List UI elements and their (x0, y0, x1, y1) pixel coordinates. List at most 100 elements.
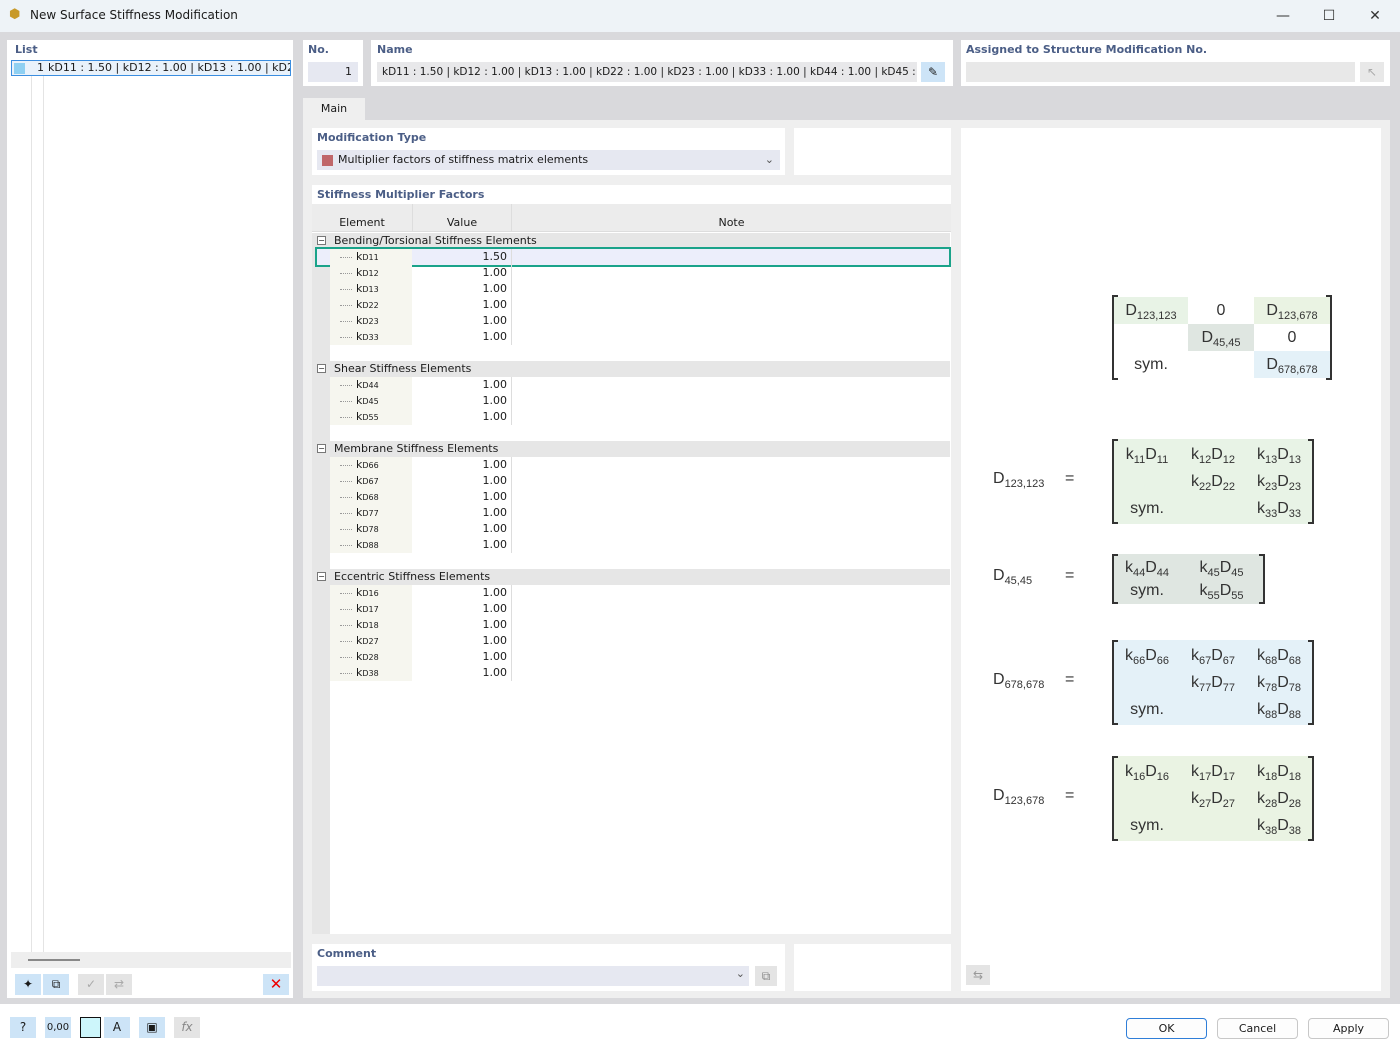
maximize-button[interactable]: ☐ (1322, 8, 1336, 24)
matrix-cell: k28D28 (1246, 785, 1312, 812)
submatrix: k44D44 k45D45 sym. k55D55 (1112, 554, 1265, 604)
minimize-button[interactable]: — (1276, 8, 1290, 24)
ok-button[interactable]: OK (1126, 1018, 1207, 1039)
element-value[interactable]: 1.00 (412, 633, 512, 649)
collapse-icon[interactable]: − (317, 364, 326, 373)
table-row[interactable]: kD77 1.00 (330, 505, 950, 521)
no-field[interactable]: 1 (308, 62, 358, 82)
copy-item-icon[interactable]: ⧉ (43, 974, 69, 995)
table-row[interactable]: kD38 1.00 (330, 665, 950, 681)
element-value[interactable]: 1.00 (412, 313, 512, 329)
element-value[interactable]: 1.00 (412, 537, 512, 553)
table-row[interactable]: kD12 1.00 (330, 265, 950, 281)
element-value[interactable]: 1.00 (412, 601, 512, 617)
assigned-field[interactable] (966, 62, 1355, 82)
cancel-button[interactable]: Cancel (1217, 1018, 1298, 1039)
selected-table-row[interactable]: kD11 1.50 (315, 247, 951, 267)
group-header[interactable]: − Bending/Torsional Stiffness Elements (312, 233, 950, 249)
check-icon[interactable]: ✓ (78, 974, 104, 995)
matrix-cell: sym. (1114, 812, 1180, 839)
horizontal-scrollbar[interactable] (11, 952, 291, 968)
table-row[interactable]: kD13 1.00 (330, 281, 950, 297)
factors-tree: − Bending/Torsional Stiffness Elements kD1… (312, 233, 951, 933)
formula-icon[interactable]: fx (174, 1017, 200, 1038)
close-button[interactable]: ✕ (1369, 8, 1381, 24)
element-name: kD44 (330, 377, 412, 393)
element-value[interactable]: 1.00 (412, 665, 512, 681)
collapse-icon[interactable]: − (317, 444, 326, 453)
factors-label: Stiffness Multiplier Factors (317, 188, 485, 201)
list-panel: List 1 kD11 : 1.50 | kD12 : 1.00 | kD13 … (7, 40, 293, 998)
tab-main[interactable]: Main (303, 98, 365, 120)
table-row[interactable]: kD17 1.00 (330, 601, 950, 617)
element-name: kD38 (330, 665, 412, 681)
element-name: kD18 (330, 617, 412, 633)
group-header[interactable]: − Eccentric Stiffness Elements (312, 569, 950, 585)
units-icon[interactable]: 0,00 (45, 1017, 71, 1038)
table-row[interactable]: kD55 1.00 (330, 409, 950, 425)
swap-image-icon[interactable]: ⇆ (966, 965, 990, 985)
table-row[interactable]: kD16 1.00 (330, 585, 950, 601)
apply-button[interactable]: Apply (1308, 1018, 1389, 1039)
element-value[interactable]: 1.00 (412, 409, 512, 425)
name-field[interactable]: kD11 : 1.50 | kD12 : 1.00 | kD13 : 1.00 … (377, 62, 917, 82)
table-row[interactable]: kD45 1.00 (330, 393, 950, 409)
stiffness-matrix-diagram: ⇆ D123,123 0 D123,678 D45,45 0 sym. D678,678 D1… (961, 128, 1381, 991)
collapse-icon[interactable]: − (317, 572, 326, 581)
table-row[interactable]: kD28 1.00 (330, 649, 950, 665)
element-value[interactable]: 1.00 (412, 329, 512, 345)
element-value[interactable]: 1.00 (412, 585, 512, 601)
table-row[interactable]: kD66 1.00 (330, 457, 950, 473)
element-value[interactable]: 1.00 (412, 617, 512, 633)
matrix-cell (1188, 351, 1254, 378)
element-value[interactable]: 1.00 (412, 521, 512, 537)
table-row[interactable]: kD18 1.00 (330, 617, 950, 633)
element-value[interactable]: 1.00 (412, 473, 512, 489)
group-header[interactable]: − Shear Stiffness Elements (312, 361, 950, 377)
element-value[interactable]: 1.00 (412, 457, 512, 473)
table-row[interactable]: kD33 1.00 (330, 329, 950, 345)
modification-type-select[interactable]: Multiplier factors of stiffness matrix e… (317, 150, 780, 170)
element-value[interactable]: 1.00 (412, 377, 512, 393)
view-icon[interactable]: ▣ (139, 1017, 165, 1038)
element-value[interactable]: 1.00 (412, 505, 512, 521)
collapse-icon[interactable]: − (317, 236, 326, 245)
table-row[interactable]: kD88 1.00 (330, 537, 950, 553)
delete-icon[interactable]: ✕ (263, 974, 289, 995)
color-icon[interactable] (80, 1017, 101, 1038)
element-value[interactable]: 1.00 (412, 489, 512, 505)
submatrix-label: D123,678 (993, 786, 1045, 807)
help-icon[interactable]: ? (10, 1017, 36, 1038)
element-value[interactable]: 1.50 (412, 249, 512, 265)
table-row[interactable]: kD67 1.00 (330, 473, 950, 489)
matrix-cell (1180, 812, 1246, 839)
check-renumber-icon[interactable]: ⇄ (106, 974, 132, 995)
blank-panel (794, 944, 951, 991)
element-value[interactable]: 1.00 (412, 297, 512, 313)
table-row[interactable]: kD68 1.00 (330, 489, 950, 505)
left-bracket (1112, 756, 1118, 841)
column-note: Note (718, 216, 745, 229)
table-row[interactable]: kD44 1.00 (330, 377, 950, 393)
matrix-cell: sym. (1114, 696, 1180, 723)
element-value[interactable]: 1.00 (412, 265, 512, 281)
element-value[interactable]: 1.00 (412, 281, 512, 297)
matrix-cell: k16D16 (1114, 758, 1180, 785)
table-row[interactable]: kD27 1.00 (330, 633, 950, 649)
element-value[interactable]: 1.00 (412, 649, 512, 665)
comment-library-icon[interactable]: ⧉ (755, 966, 777, 986)
matrix-cell: k38D38 (1246, 812, 1312, 839)
list-item[interactable]: 1 kD11 : 1.50 | kD12 : 1.00 | kD13 : 1.0… (11, 60, 291, 76)
group-header[interactable]: − Membrane Stiffness Elements (312, 441, 950, 457)
display-properties-icon[interactable]: A (104, 1017, 130, 1038)
table-row[interactable]: kD78 1.00 (330, 521, 950, 537)
select-icon[interactable]: ↖ (1360, 62, 1384, 82)
new-item-icon[interactable]: ✦ (15, 974, 41, 995)
element-value[interactable]: 1.00 (412, 393, 512, 409)
matrix-cell: k88D88 (1246, 696, 1312, 723)
comment-input[interactable]: ⌄ (317, 966, 749, 986)
table-row[interactable]: kD23 1.00 (330, 313, 950, 329)
table-row[interactable]: kD22 1.00 (330, 297, 950, 313)
edit-name-icon[interactable]: ✎ (921, 62, 945, 82)
left-bracket (1112, 554, 1118, 604)
